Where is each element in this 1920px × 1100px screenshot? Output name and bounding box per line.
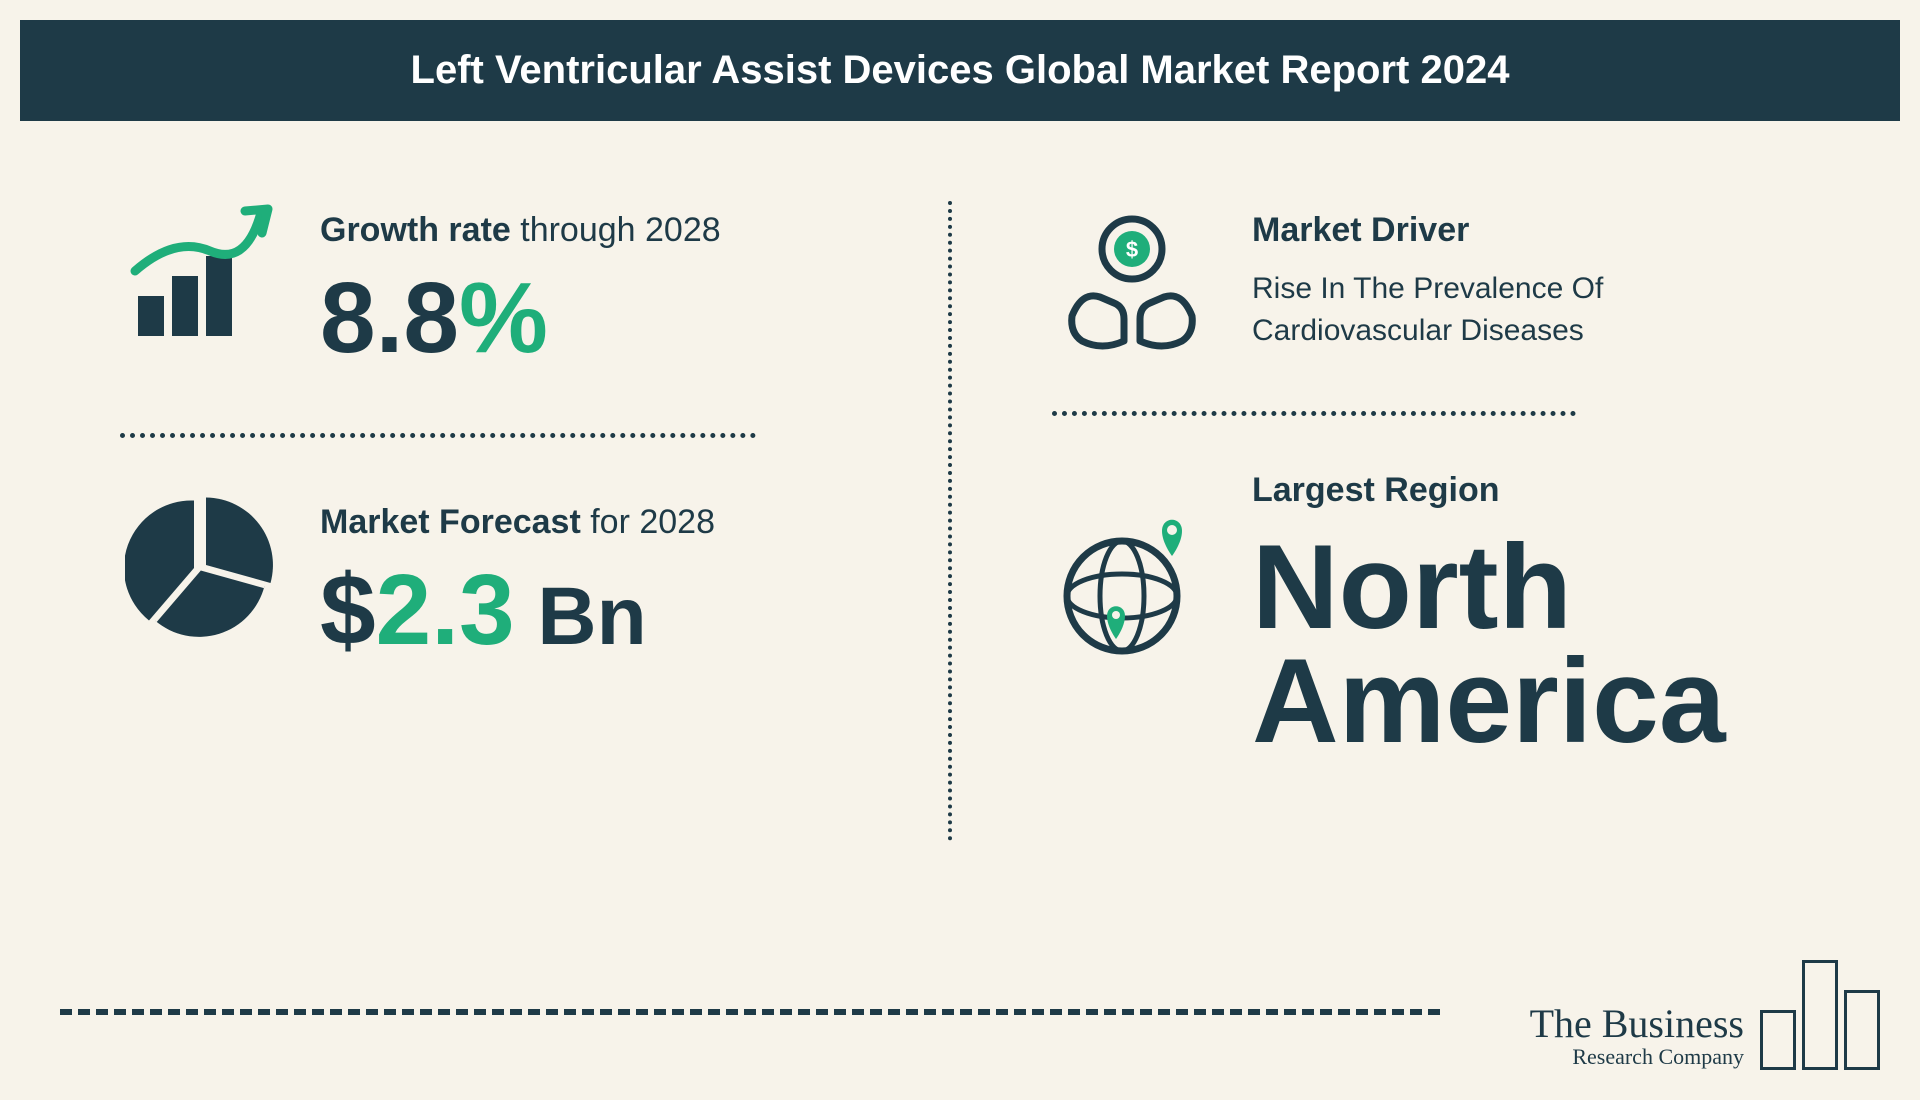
growth-symbol: % [459,262,548,374]
growth-text: Growth rate through 2028 8.8% [320,201,868,368]
left-dot-separator [120,433,756,438]
forecast-label-bold: Market Forecast [320,503,581,541]
forecast-text: Market Forecast for 2028 $2.3 Bn [320,493,868,660]
forecast-label-rest: for 2028 [581,503,715,541]
growth-label: Growth rate through 2028 [320,211,868,250]
right-dot-separator [1052,411,1576,416]
svg-text:$: $ [1126,237,1138,262]
logo-bars-icon [1760,960,1880,1070]
growth-label-bold: Growth rate [320,211,511,249]
footer-dash-line [60,1009,1440,1015]
driver-text: Market Driver Rise In The Prevalence Of … [1252,201,1800,352]
forecast-section: Market Forecast for 2028 $2.3 Bn [120,493,868,660]
region-text: Largest Region North America [1252,461,1800,758]
growth-chart-icon [120,201,280,351]
hands-money-icon: $ [1052,201,1212,361]
driver-description: Rise In The Prevalence Of Cardiovascular… [1252,268,1800,352]
logo-text: The Business Research Company [1530,1004,1744,1070]
forecast-label: Market Forecast for 2028 [320,503,868,542]
content-grid: Growth rate through 2028 8.8% [0,121,1920,841]
forecast-number: 2.3 [376,554,515,666]
growth-section: Growth rate through 2028 8.8% [120,201,868,368]
forecast-unit: Bn [515,571,647,662]
right-column: $ Market Driver Rise In The Prevalence O… [952,201,1800,841]
left-column: Growth rate through 2028 8.8% [120,201,948,841]
logo-bar-1 [1760,1010,1796,1070]
region-section: Largest Region North America [1052,461,1800,758]
header-bar: Left Ventricular Assist Devices Global M… [20,20,1900,121]
logo-line2: Research Company [1530,1044,1744,1070]
logo-bar-2 [1802,960,1838,1070]
logo-line1: The Business [1530,1004,1744,1044]
company-logo: The Business Research Company [1530,960,1880,1070]
driver-label: Market Driver [1252,211,1800,250]
driver-label-bold: Market Driver [1252,211,1469,249]
region-label: Largest Region [1252,471,1800,510]
pie-chart-icon [120,493,280,643]
growth-label-rest: through 2028 [511,211,721,249]
region-value: North America [1252,530,1800,758]
growth-value: 8.8% [320,268,868,368]
header-title: Left Ventricular Assist Devices Global M… [411,48,1510,92]
growth-number: 8.8 [320,262,459,374]
logo-bar-3 [1844,990,1880,1070]
forecast-currency: $ [320,554,376,666]
forecast-value: $2.3 Bn [320,560,868,660]
region-line2: America [1252,634,1726,768]
region-label-bold: Largest Region [1252,471,1499,509]
driver-section: $ Market Driver Rise In The Prevalence O… [1052,201,1800,361]
globe-pin-icon [1052,461,1212,671]
